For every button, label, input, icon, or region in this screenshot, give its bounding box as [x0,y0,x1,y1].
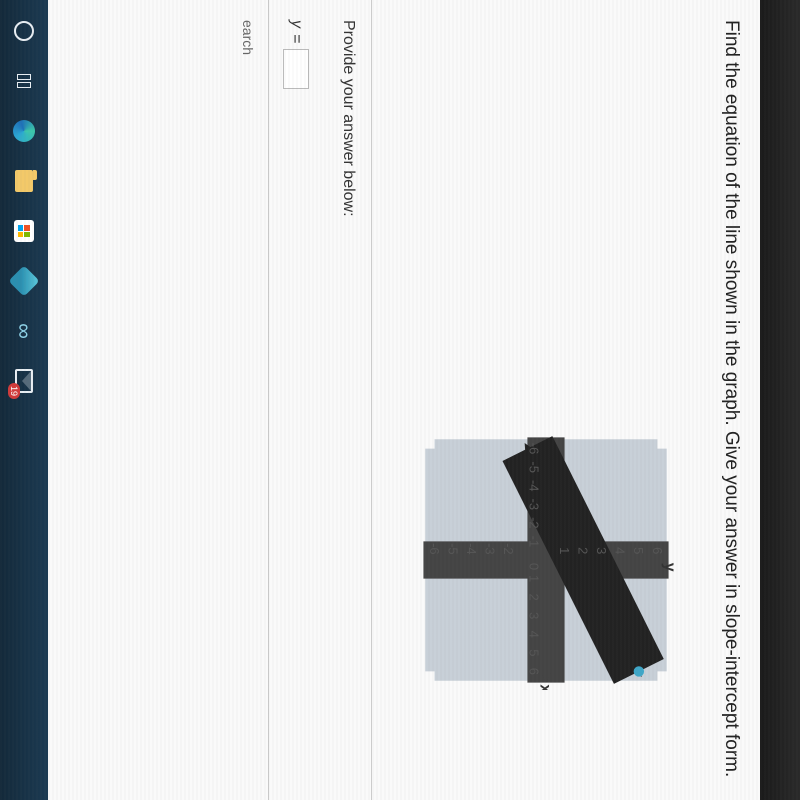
xtick: -6 [526,443,541,455]
ytick: -3 [483,543,498,555]
ytick: -6 [427,543,442,555]
x-axis-label: x [536,684,553,690]
xtick: -1 [526,536,541,548]
divider [371,0,372,800]
xtick: 5 [526,649,541,656]
y-axis-label: y [661,563,676,572]
ytick: 2 [576,547,591,554]
graph-svg: -6 -5 -4 -3 -2 -1 0 1 2 3 4 5 6 1 2 [416,430,676,690]
ytick: -4 [464,543,479,555]
origin-label: 0 [526,563,541,570]
file-explorer-icon[interactable] [11,168,37,194]
xtick: 4 [526,631,541,638]
ytick: -2 [501,543,516,555]
window-bezel-top [760,0,800,800]
mail-icon[interactable]: 19 [11,368,37,394]
answer-prompt: Provide your answer below: [329,0,367,800]
cortana-icon[interactable] [11,18,37,44]
xtick: -4 [526,480,541,492]
xtick: -5 [526,461,541,473]
edge-icon[interactable] [11,118,37,144]
ms-store-icon[interactable] [11,218,37,244]
point-marker [634,666,644,676]
divider [268,0,269,800]
ytick: 5 [631,547,646,554]
question-text: Find the equation of the line shown in t… [716,0,760,800]
coordinate-graph: -6 -5 -4 -3 -2 -1 0 1 2 3 4 5 6 1 2 [396,410,696,710]
ytick: -5 [446,543,461,555]
infinity-icon[interactable]: ∞ [11,318,37,344]
ytick: 1 [557,547,572,554]
xtick: 3 [526,612,541,619]
graph-wrap: -6 -5 -4 -3 -2 -1 0 1 2 3 4 5 6 1 2 [376,0,716,800]
xtick: 6 [526,668,541,675]
ytick: 4 [613,547,628,554]
equals-sign: = [287,34,305,43]
taskbar: ∞ 19 [0,0,48,800]
search-row-text[interactable]: earch [232,0,264,800]
ytick: 3 [594,547,609,554]
xtick: -3 [526,499,541,511]
xtick: 1 [526,575,541,582]
xtick: 2 [526,594,541,601]
answer-row: y = [273,0,329,800]
answer-input[interactable] [283,49,309,89]
taskview-icon[interactable] [11,68,37,94]
mail-badge: 19 [8,383,20,399]
dropbox-icon[interactable] [11,268,37,294]
ytick: 6 [650,547,665,554]
answer-variable: y [287,20,305,28]
xtick: -2 [526,517,541,529]
